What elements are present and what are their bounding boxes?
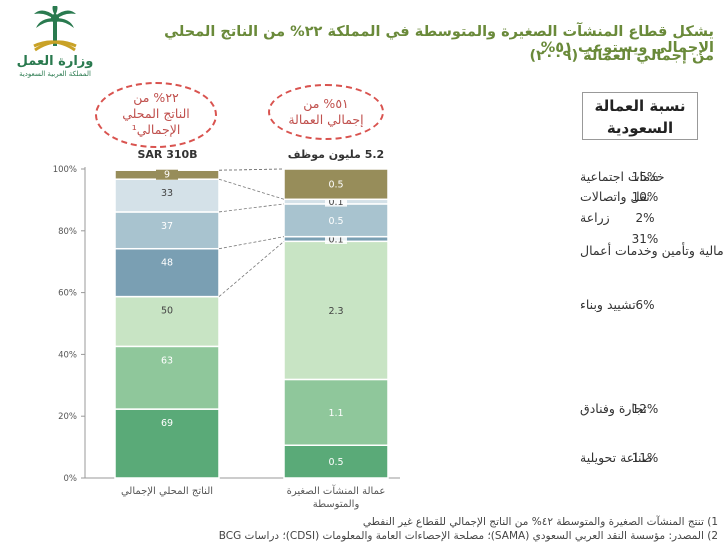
data-label: 0.5 bbox=[328, 216, 343, 227]
data-label: 0.1 bbox=[328, 234, 343, 245]
data-label: 2.3 bbox=[328, 306, 343, 317]
data-label: 63 bbox=[161, 355, 173, 366]
connector-line bbox=[218, 236, 285, 250]
data-label: 33 bbox=[161, 188, 173, 199]
bar-segment bbox=[283, 444, 389, 479]
data-label: 0.5 bbox=[328, 457, 343, 468]
y-tick-label: 80% bbox=[58, 227, 77, 237]
bar-segment bbox=[114, 211, 220, 250]
gdp-callout-line2: الناتج المحلي bbox=[122, 106, 190, 121]
saudization-header-line2: السعودية bbox=[606, 119, 674, 137]
gdp-callout-line3: الإجمالي¹ bbox=[131, 122, 181, 137]
data-label-bg bbox=[325, 233, 347, 244]
data-label-bg bbox=[156, 169, 178, 180]
connector-line bbox=[218, 168, 285, 171]
saudization-value: 2% bbox=[635, 211, 654, 225]
saudization-value: 6% bbox=[635, 298, 654, 312]
data-label: 1.1 bbox=[328, 408, 343, 419]
employment-total-label: 5.2 مليون موظف bbox=[287, 148, 385, 161]
sector-label: نقل واتصالات bbox=[580, 189, 650, 205]
connector-line bbox=[218, 203, 285, 213]
data-label-bg bbox=[325, 196, 347, 207]
footnote-1: 1) تنتج المنشآت الصغيرة والمتوسطة ٤٢% من… bbox=[362, 516, 718, 528]
data-label: 50 bbox=[161, 306, 173, 317]
x-category-label: والمتوسطة bbox=[313, 499, 360, 510]
saudization-value: 12% bbox=[632, 402, 659, 416]
sector-label: مالية وتأمين وخدمات أعمال bbox=[580, 242, 724, 259]
data-label: 69 bbox=[161, 418, 173, 429]
bar-segment bbox=[114, 408, 220, 479]
sector-label: صناعة تحويلية bbox=[580, 450, 652, 466]
page-title-line2: من إجمالي العمالة (٢٠٠٩) bbox=[529, 48, 714, 64]
saudization-header-line1: نسبة العمالة bbox=[594, 97, 686, 115]
gdp-callout: ٢٢% من الناتج المحلي الإجمالي¹ bbox=[95, 82, 217, 148]
sector-label: تجارة وفنادق bbox=[580, 401, 647, 417]
saudization-value: 15% bbox=[632, 170, 659, 184]
saudization-value: 11% bbox=[632, 451, 659, 465]
bar-segment bbox=[283, 168, 389, 201]
connector-line bbox=[218, 178, 285, 200]
bar-segment bbox=[114, 178, 220, 213]
gdp-total-label: SAR 310B bbox=[137, 148, 198, 161]
bar-segment bbox=[283, 378, 389, 446]
sector-label: زراعة bbox=[580, 210, 610, 226]
bar-segment bbox=[283, 240, 389, 381]
employment-callout-line2: إجمالي العمالة bbox=[288, 112, 364, 127]
data-label: 0.5 bbox=[328, 180, 343, 191]
saudization-value: 31% bbox=[632, 232, 659, 246]
ministry-logo: وزارة العمل المملكة العربية السعودية bbox=[10, 4, 100, 81]
data-label: 37 bbox=[161, 221, 173, 232]
data-label: 48 bbox=[161, 258, 173, 269]
bar-segment bbox=[283, 203, 389, 238]
sector-label: خدمات اجتماعية bbox=[580, 169, 664, 184]
page-title-line1: يشكل قطاع المنشآت الصغيرة والمتوسطة في ا… bbox=[164, 24, 714, 56]
bar-segment bbox=[114, 295, 220, 348]
footnote-2: 2) المصدر: مؤسسة النقد العربي السعودي (S… bbox=[218, 530, 718, 542]
bar-segment bbox=[114, 169, 220, 180]
bar-segment bbox=[283, 235, 389, 243]
y-tick-label: 0% bbox=[64, 474, 78, 484]
x-category-label: الناتج المحلي الإجمالي bbox=[121, 486, 213, 497]
x-category-label: عمالة المنشآت الصغيرة bbox=[287, 484, 386, 497]
employment-callout: ٥١% من إجمالي العمالة bbox=[268, 84, 384, 140]
data-label: 9 bbox=[164, 170, 170, 181]
gdp-callout-line1: ٢٢% من bbox=[133, 90, 179, 105]
bar-segment bbox=[114, 345, 220, 410]
data-label: 0.1 bbox=[328, 197, 343, 208]
connector-line bbox=[218, 241, 285, 297]
bar-segment bbox=[283, 198, 389, 205]
y-tick-label: 100% bbox=[53, 165, 77, 175]
saudization-value: 10% bbox=[632, 190, 659, 204]
logo-subtitle: المملكة العربية السعودية bbox=[19, 70, 91, 78]
y-tick-label: 20% bbox=[58, 412, 77, 422]
y-tick-label: 60% bbox=[58, 289, 77, 299]
palm-swords-emblem-icon bbox=[33, 4, 77, 52]
saudization-header: نسبة العمالة السعودية bbox=[582, 92, 698, 140]
employment-callout-line1: ٥١% من bbox=[303, 96, 349, 111]
y-tick-label: 40% bbox=[58, 350, 77, 360]
sector-label: تشييد وبناء bbox=[580, 297, 636, 313]
logo-name: وزارة العمل bbox=[16, 54, 94, 69]
connector-line bbox=[218, 168, 285, 171]
bar-segment bbox=[114, 247, 220, 298]
